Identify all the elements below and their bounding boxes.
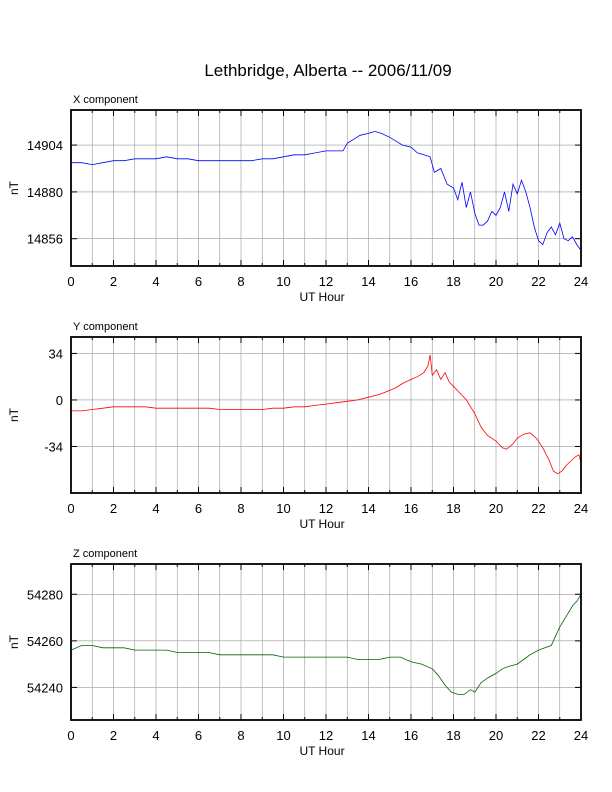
y-tick-label: 0	[56, 393, 63, 408]
x-tick-label: 0	[67, 274, 74, 289]
y-tick-label: 14856	[27, 232, 63, 247]
x-tick-label: 20	[489, 728, 503, 743]
y-tick-label: 34	[49, 346, 63, 361]
y-tick-label: 14904	[27, 138, 63, 153]
panel-label-x: X component	[73, 94, 138, 106]
x-tick-label: 0	[67, 501, 74, 516]
x-tick-label: 22	[531, 728, 545, 743]
y-axis-label: nT	[7, 407, 21, 422]
x-axis-label: UT Hour	[299, 744, 344, 758]
x-tick-label: 14	[361, 501, 375, 516]
y-axis-label: nT	[7, 180, 21, 195]
x-tick-label: 2	[110, 274, 117, 289]
x-tick-label: 6	[195, 501, 202, 516]
x-tick-label: 8	[237, 501, 244, 516]
y-axis-label: nT	[7, 634, 21, 649]
x-tick-label: 2	[110, 501, 117, 516]
x-tick-label: 4	[152, 274, 159, 289]
x-tick-label: 4	[152, 501, 159, 516]
x-tick-label: 24	[574, 728, 588, 743]
x-tick-label: 4	[152, 728, 159, 743]
x-tick-label: 22	[531, 274, 545, 289]
x-tick-label: 6	[195, 274, 202, 289]
y-tick-label: -34	[44, 439, 63, 454]
y-tick-label: 54280	[27, 587, 63, 602]
x-tick-label: 12	[319, 274, 333, 289]
y-tick-label: 14880	[27, 185, 63, 200]
x-tick-label: 20	[489, 274, 503, 289]
x-axis-label: UT Hour	[299, 290, 344, 304]
x-tick-label: 14	[361, 728, 375, 743]
x-tick-label: 24	[574, 274, 588, 289]
x-tick-label: 12	[319, 501, 333, 516]
x-tick-label: 18	[446, 274, 460, 289]
panel-label-y: Y component	[73, 321, 138, 333]
y-series-line	[71, 354, 582, 475]
x-tick-label: 16	[404, 274, 418, 289]
x-tick-label: 16	[404, 728, 418, 743]
x-tick-label: 18	[446, 728, 460, 743]
x-tick-label: 18	[446, 501, 460, 516]
x-tick-label: 0	[67, 728, 74, 743]
y-tick-label: 54260	[27, 634, 63, 649]
x-tick-label: 16	[404, 501, 418, 516]
x-series-line	[71, 130, 582, 251]
x-tick-label: 24	[574, 501, 588, 516]
x-tick-label: 10	[276, 728, 290, 743]
x-tick-label: 20	[489, 501, 503, 516]
panel-label-z: Z component	[73, 548, 137, 560]
x-tick-label: 2	[110, 728, 117, 743]
x-tick-label: 8	[237, 728, 244, 743]
x-tick-label: 6	[195, 728, 202, 743]
x-axis-label: UT Hour	[299, 517, 344, 531]
x-tick-label: 10	[276, 501, 290, 516]
x-tick-label: 22	[531, 501, 545, 516]
x-tick-label: 14	[361, 274, 375, 289]
y-tick-label: 54240	[27, 680, 63, 695]
x-tick-label: 8	[237, 274, 244, 289]
z-series-line	[70, 594, 582, 695]
x-tick-label: 10	[276, 274, 290, 289]
chart-title: Lethbridge, Alberta -- 2006/11/09	[204, 61, 451, 80]
x-tick-label: 12	[319, 728, 333, 743]
